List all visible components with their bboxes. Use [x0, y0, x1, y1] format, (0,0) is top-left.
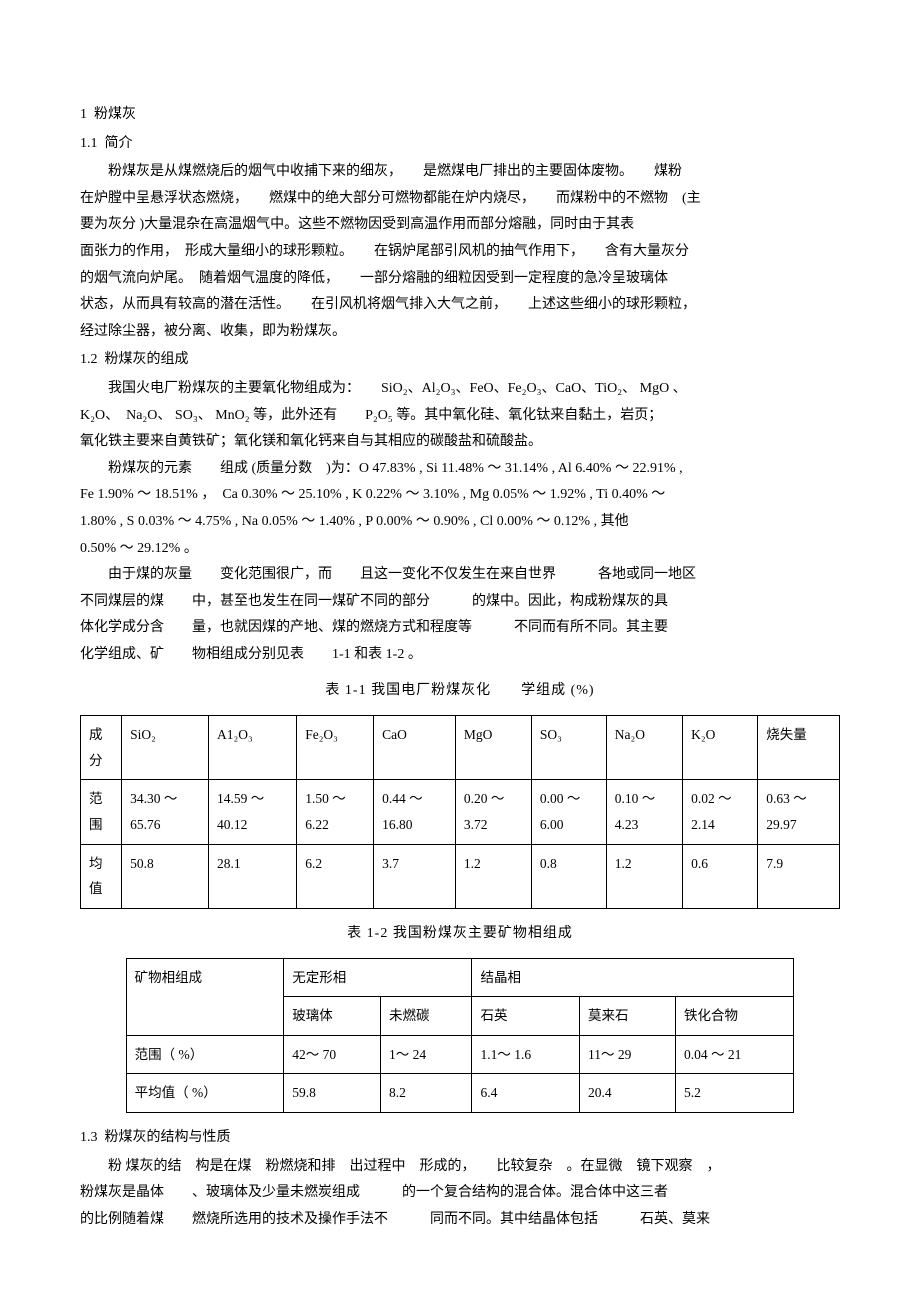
th: Na₂O: [606, 716, 682, 780]
td: 20.4: [580, 1074, 676, 1113]
th: 无定形相: [284, 958, 472, 997]
td: 范围: [81, 780, 122, 844]
table-row: 范围（ %） 42～ 70 1～ 24 1.1～ 1.6 11～ 29 0.04…: [126, 1035, 794, 1074]
td: 1.2: [455, 844, 531, 908]
table-row: 范围 34.30 ～ 65.76 14.59 ～ 40.12 1.50 ～ 6.…: [81, 780, 840, 844]
sec-title: 粉煤灰的结构与性质: [105, 1130, 231, 1145]
paragraph-line: 1.80% , S 0.03% ～ 4.75% , Na 0.05% ～ 1.4…: [80, 509, 840, 536]
td: 11～ 29: [580, 1035, 676, 1074]
th: 玻璃体: [284, 997, 381, 1036]
td: 5.2: [676, 1074, 794, 1113]
td: 0.6: [683, 844, 758, 908]
paragraph: 粉煤灰是从煤燃烧后的烟气中收捕下来的细灰， 是燃煤电厂排出的主要固体废物。 煤粉: [80, 159, 840, 186]
th: 结晶相: [472, 958, 794, 997]
th: 石英: [472, 997, 580, 1036]
th: Fe₂O₃: [297, 716, 374, 780]
td: 平均值（ %）: [126, 1074, 284, 1113]
td: 14.59 ～ 40.12: [209, 780, 297, 844]
paragraph-line: 粉煤灰是晶体 、玻璃体及少量未燃炭组成 的一个复合结构的混合体。混合体中这三者: [80, 1180, 840, 1207]
table-row: 均值 50.8 28.1 6.2 3.7 1.2 0.8 1.2 0.6 7.9: [81, 844, 840, 908]
td: 1.1～ 1.6: [472, 1035, 580, 1074]
sec-num: 1: [80, 107, 87, 122]
td: 1～ 24: [381, 1035, 472, 1074]
section-1-1-heading: 1.1 简介: [80, 131, 840, 158]
th: CaO: [374, 716, 456, 780]
th: 铁化合物: [676, 997, 794, 1036]
sec-title: 粉煤灰: [94, 107, 136, 122]
td: 0.44 ～ 16.80: [374, 780, 456, 844]
td: 34.30 ～ 65.76: [122, 780, 209, 844]
td: 6.2: [297, 844, 374, 908]
td: 1.2: [606, 844, 682, 908]
th: 莫来石: [580, 997, 676, 1036]
th: 烧失量: [758, 716, 840, 780]
td: 59.8: [284, 1074, 381, 1113]
paragraph-line: 面张力的作用， 形成大量细小的球形颗粒。 在锅炉尾部引风机的抽气作用下， 含有大…: [80, 239, 840, 266]
td: 0.63 ～ 29.97: [758, 780, 840, 844]
paragraph: 粉煤灰的元素 组成 (质量分数 )为：O 47.83% , Si 11.48% …: [80, 456, 840, 483]
td: 范围（ %）: [126, 1035, 284, 1074]
paragraph-line: 氧化铁主要来自黄铁矿；氧化镁和氧化钙来自与其相应的碳酸盐和硫酸盐。: [80, 429, 840, 456]
table-header-row: 矿物相组成 无定形相 结晶相: [126, 958, 794, 997]
th: SiO₂: [122, 716, 209, 780]
paragraph-line: 的比例随着煤 燃烧所选用的技术及操作手法不 同而不同。其中结晶体包括 石英、莫来: [80, 1207, 840, 1234]
table-1-2-caption: 表 1-2 我国粉煤灰主要矿物相组成: [80, 921, 840, 948]
paragraph-line: 0.50% ～ 29.12% 。: [80, 536, 840, 563]
td: 8.2: [381, 1074, 472, 1113]
text: SiO₂、Al₂O₃、FeO、Fe₂O₃、CaO、TiO₂、 MgO 、: [381, 381, 687, 396]
td: 42～ 70: [284, 1035, 381, 1074]
paragraph-line: 体化学成分含 量，也就因煤的产地、煤的燃烧方式和程度等 不同而有所不同。其主要: [80, 615, 840, 642]
table-row: 平均值（ %） 59.8 8.2 6.4 20.4 5.2: [126, 1074, 794, 1113]
table-1-2: 矿物相组成 无定形相 结晶相 玻璃体 未燃碳 石英 莫来石 铁化合物 范围（ %…: [126, 958, 795, 1114]
td: 均值: [81, 844, 122, 908]
sec-title: 简介: [105, 136, 133, 151]
td: 0.02 ～ 2.14: [683, 780, 758, 844]
section-1-2-heading: 1.2 粉煤灰的组成: [80, 347, 840, 374]
paragraph-line: 的烟气流向炉尾。 随着烟气温度的降低， 一部分熔融的细粒因受到一定程度的急冷呈玻…: [80, 266, 840, 293]
text: 我国火电厂粉煤灰的主要氧化物组成为：: [108, 381, 381, 396]
paragraph-line: K₂O、 Na₂O、 SO₃、 MnO₂ 等，此外还有 P₂O₅ 等。其中氧化硅…: [80, 403, 840, 430]
section-1-3-heading: 1.3 粉煤灰的结构与性质: [80, 1125, 840, 1152]
paragraph-line: 状态，从而具有较高的潜在活性。 在引风机将烟气排入大气之前， 上述这些细小的球形…: [80, 292, 840, 319]
td: 0.00 ～ 6.00: [531, 780, 606, 844]
td: 0.20 ～ 3.72: [455, 780, 531, 844]
table-header-row: 成分 SiO₂ A1₂O₃ Fe₂O₃ CaO MgO SO₃ Na₂O K₂O…: [81, 716, 840, 780]
th: MgO: [455, 716, 531, 780]
td: 28.1: [209, 844, 297, 908]
paragraph-line: 要为灰分 )大量混杂在高温烟气中。这些不燃物因受到高温作用而部分熔融，同时由于其…: [80, 212, 840, 239]
td: 0.10 ～ 4.23: [606, 780, 682, 844]
paragraph-line: 在炉膛中呈悬浮状态燃烧， 燃煤中的绝大部分可燃物都能在炉内烧尽， 而煤粉中的不燃…: [80, 186, 840, 213]
td: 1.50 ～ 6.22: [297, 780, 374, 844]
td: 0.8: [531, 844, 606, 908]
table-1-1-caption: 表 1-1 我国电厂粉煤灰化 学组成 (%): [80, 678, 840, 705]
th: 矿物相组成: [126, 958, 284, 1035]
sec-title: 粉煤灰的组成: [105, 352, 189, 367]
paragraph-line: 化学组成、矿 物相组成分别见表 1-1 和表 1-2 。: [80, 642, 840, 669]
td: 0.04 ～ 21: [676, 1035, 794, 1074]
th: SO₃: [531, 716, 606, 780]
sec-num: 1.1: [80, 136, 98, 151]
th: A1₂O₃: [209, 716, 297, 780]
th: 未燃碳: [381, 997, 472, 1036]
section-1-heading: 1 粉煤灰: [80, 102, 840, 129]
paragraph-line: 经过除尘器，被分离、收集，即为粉煤灰。: [80, 319, 840, 346]
paragraph: 我国火电厂粉煤灰的主要氧化物组成为： SiO₂、Al₂O₃、FeO、Fe₂O₃、…: [80, 376, 840, 403]
table-1-1: 成分 SiO₂ A1₂O₃ Fe₂O₃ CaO MgO SO₃ Na₂O K₂O…: [80, 715, 840, 909]
td: 50.8: [122, 844, 209, 908]
paragraph: 由于煤的灰量 变化范围很广，而 且这一变化不仅发生在来自世界 各地或同一地区: [80, 562, 840, 589]
th: 成分: [81, 716, 122, 780]
td: 7.9: [758, 844, 840, 908]
td: 6.4: [472, 1074, 580, 1113]
paragraph-line: 不同煤层的煤 中，甚至也发生在同一煤矿不同的部分 的煤中。因此，构成粉煤灰的具: [80, 589, 840, 616]
paragraph: 粉 煤灰的结 构是在煤 粉燃烧和排 出过程中 形成的， 比较复杂 。在显微 镜下…: [80, 1154, 840, 1181]
sec-num: 1.3: [80, 1130, 98, 1145]
paragraph-line: Fe 1.90% ～ 18.51% ， Ca 0.30% ～ 25.10% , …: [80, 482, 840, 509]
sec-num: 1.2: [80, 352, 98, 367]
td: 3.7: [374, 844, 456, 908]
th: K₂O: [683, 716, 758, 780]
